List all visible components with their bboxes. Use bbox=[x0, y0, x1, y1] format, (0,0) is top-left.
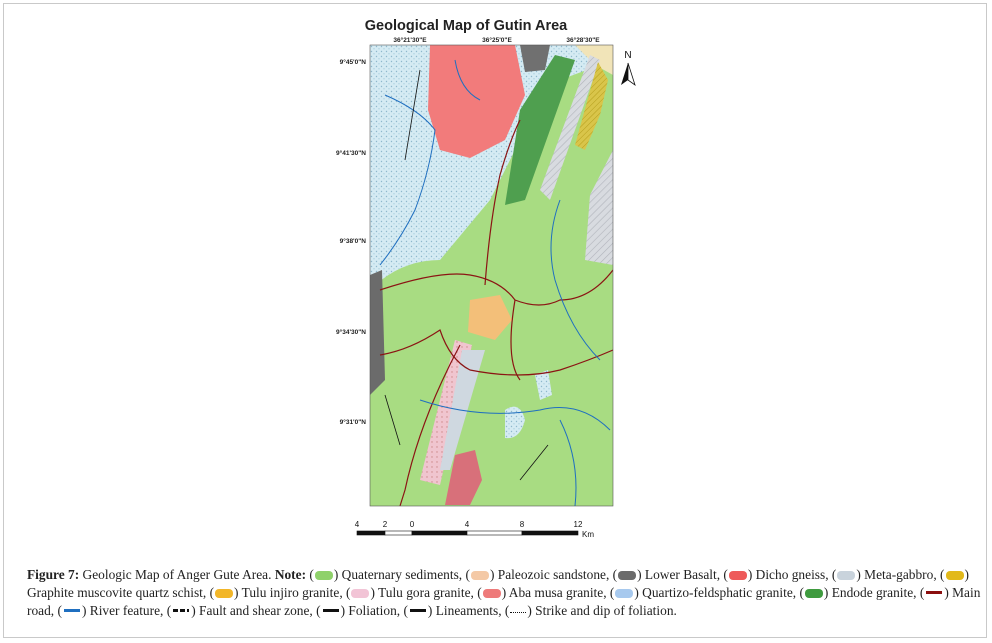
legend-icon bbox=[618, 571, 637, 580]
caption-segment: ) Dicho gneiss, ( bbox=[747, 567, 837, 582]
caption-segment: ) Quaternary sediments, ( bbox=[333, 567, 470, 582]
left-coord: 9°45'0"N bbox=[340, 58, 367, 66]
scale-label: 4 bbox=[355, 520, 360, 529]
legend-icon bbox=[470, 571, 489, 580]
left-coord: 9°34'30"N bbox=[336, 328, 366, 336]
geologic-map bbox=[370, 45, 613, 506]
caption-segment: ) Aba musa granite, ( bbox=[501, 585, 615, 600]
caption-segment: ) Lower Basalt, ( bbox=[637, 567, 728, 582]
caption-segment: ( bbox=[306, 567, 314, 582]
scale-segment bbox=[466, 530, 523, 536]
scale-segment bbox=[521, 530, 579, 536]
caption-note: Note: bbox=[274, 567, 307, 582]
top-coord: 36°25'0"E bbox=[482, 36, 512, 44]
caption-segment: ) Fault and shear zone, ( bbox=[191, 603, 321, 618]
top-coord: 36°28'30"E bbox=[566, 36, 600, 44]
scale-unit: Km bbox=[582, 530, 594, 539]
caption-segment: ) Tulu gora granite, ( bbox=[370, 585, 482, 600]
figure-caption: Figure 7: Geologic Map of Anger Gute Are… bbox=[27, 566, 982, 620]
legend-icon bbox=[945, 571, 964, 580]
legend-icon bbox=[215, 589, 234, 598]
legend-icon bbox=[409, 609, 426, 612]
caption-segment: ) Quartizo-feldsphatic granite, ( bbox=[634, 585, 804, 600]
legend-icon bbox=[314, 571, 333, 580]
left-coord: 9°31'0"N bbox=[340, 418, 367, 426]
legend-icon bbox=[804, 589, 823, 598]
legend-icon bbox=[926, 591, 943, 594]
scale-segment bbox=[356, 530, 386, 536]
scale-label: 12 bbox=[574, 520, 583, 529]
left-coord: 9°41'30"N bbox=[336, 149, 366, 157]
figure-frame bbox=[3, 3, 987, 638]
scale-label: 0 bbox=[410, 520, 415, 529]
legend-icon bbox=[482, 589, 501, 598]
scale-label: 8 bbox=[520, 520, 525, 529]
caption-text: Geologic Map of Anger Gute Area. bbox=[79, 567, 275, 582]
legend-icon bbox=[615, 589, 634, 598]
scale-segment bbox=[411, 530, 468, 536]
scale-segment bbox=[384, 530, 413, 536]
caption-segment: ) Tulu injiro granite, ( bbox=[234, 585, 351, 600]
scale-label: 4 bbox=[465, 520, 470, 529]
caption-segment: ) Foliation, ( bbox=[340, 603, 408, 618]
legend-icon bbox=[728, 571, 747, 580]
caption-segment: ) Main road, ( bbox=[27, 585, 981, 618]
caption-segment: ) Endode granite, ( bbox=[823, 585, 925, 600]
legend-icon bbox=[63, 609, 80, 612]
left-coord: 9°38'0"N bbox=[340, 237, 367, 245]
map-title: Geological Map of Gutin Area bbox=[365, 18, 568, 34]
legend-icon bbox=[351, 589, 370, 598]
legend-icon bbox=[173, 609, 190, 612]
caption-segment: ) Meta-gabbro, ( bbox=[856, 567, 945, 582]
legend-icon bbox=[510, 608, 527, 613]
legend-icon bbox=[322, 609, 339, 612]
caption-segment: ) Lineaments, ( bbox=[427, 603, 510, 618]
scale-label: 2 bbox=[383, 520, 388, 529]
caption-label: Figure 7: bbox=[27, 567, 80, 582]
caption-segment: ) Strike and dip of foliation. bbox=[527, 603, 677, 618]
caption-segment: ) Graphite muscovite quartz schist, ( bbox=[27, 567, 969, 600]
top-coord: 36°21'30"E bbox=[393, 36, 427, 44]
caption-legend: ( ) Quaternary sediments, ( ) Paleozoic sa… bbox=[27, 567, 980, 618]
legend-icon bbox=[837, 571, 856, 580]
caption-segment: ) River feature, ( bbox=[81, 603, 172, 618]
north-label: N bbox=[624, 50, 631, 61]
caption-segment: ) Paleozoic sandstone, ( bbox=[489, 567, 618, 582]
